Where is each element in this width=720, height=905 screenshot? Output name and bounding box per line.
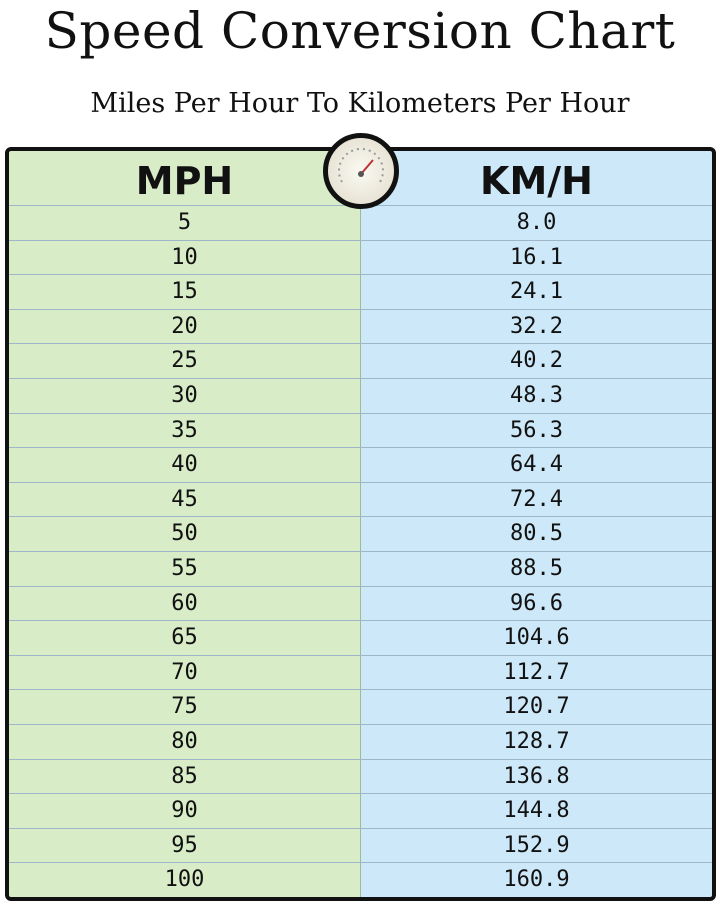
mph-cell: 15 — [171, 279, 198, 305]
mph-cell: 10 — [171, 244, 198, 270]
kmh-cell: 24.1 — [510, 279, 563, 305]
table-row: 65 104.6 — [9, 620, 712, 655]
table-row: 45 72.4 — [9, 481, 712, 517]
kmh-cell: 136.8 — [503, 763, 570, 789]
kmh-cell: 104.6 — [503, 625, 570, 651]
column-divider — [360, 151, 361, 897]
table-row: 75 120.7 — [9, 689, 712, 724]
mph-cell: 20 — [171, 313, 198, 339]
mph-cell: 100 — [164, 867, 205, 893]
subtitle: Miles Per Hour To Kilometers Per Hour — [90, 88, 630, 119]
table-row: 85 136.8 — [9, 758, 712, 794]
gauge-dial — [338, 147, 384, 183]
mph-cell: 70 — [171, 659, 198, 685]
column-header: KM/H — [480, 159, 593, 203]
mph-cell: 55 — [171, 556, 198, 581]
column-header: MPH — [135, 159, 234, 203]
table-row: 15 24.1 — [9, 274, 712, 309]
table-row: 25 40.2 — [9, 343, 712, 378]
mph-cell: 95 — [171, 832, 198, 858]
mph-cell: 30 — [171, 383, 198, 408]
kmh-cell: 144.8 — [503, 798, 570, 824]
table-row: 40 64.4 — [9, 447, 712, 482]
table-row: 5 8.0 — [9, 205, 712, 240]
kmh-cell: 88.5 — [510, 556, 563, 581]
kmh-cell: 8.0 — [516, 210, 557, 235]
mph-cell: 40 — [171, 452, 198, 478]
mph-cell: 45 — [171, 486, 198, 512]
title: Speed Conversion Chart — [44, 2, 676, 60]
kmh-cell: 40.2 — [510, 348, 563, 374]
mph-cell: 65 — [171, 625, 198, 651]
kmh-cell: 96.6 — [510, 590, 563, 616]
table-row: 90 144.8 — [9, 793, 712, 828]
table-row: 95 152.9 — [9, 827, 712, 863]
table-row: 70 112.7 — [9, 654, 712, 690]
kmh-cell: 128.7 — [503, 729, 570, 754]
table-row: 30 48.3 — [9, 378, 712, 413]
mph-cell: 90 — [171, 798, 198, 824]
table-row: 55 88.5 — [9, 551, 712, 586]
kmh-cell: 80.5 — [510, 521, 563, 547]
mph-cell: 80 — [171, 729, 198, 754]
kmh-cell: 48.3 — [510, 383, 563, 408]
table-row: 80 128.7 — [9, 724, 712, 759]
kmh-cell: 152.9 — [503, 832, 570, 858]
mph-cell: 50 — [171, 521, 198, 547]
mph-cell: 60 — [171, 590, 198, 616]
kmh-cell: 160.9 — [503, 867, 570, 893]
kmh-cell: 16.1 — [510, 244, 563, 270]
kmh-cell: 32.2 — [510, 313, 563, 339]
mph-cell: 75 — [171, 694, 198, 720]
table-row: 50 80.5 — [9, 516, 712, 551]
table-row: 100 160.9 — [9, 862, 712, 897]
table-row: 60 96.6 — [9, 585, 712, 621]
kmh-cell: 112.7 — [503, 659, 570, 685]
speedometer-icon — [323, 133, 399, 209]
kmh-cell: 120.7 — [503, 694, 570, 720]
table: MPH KM/H 5 8.0 10 16.1 15 24.1 20 32.2 25 40.2 30 4… — [5, 147, 716, 901]
table-row: 10 16.1 — [9, 239, 712, 275]
mph-cell: 5 — [177, 210, 192, 235]
kmh-cell: 56.3 — [510, 417, 563, 443]
mph-cell: 25 — [171, 348, 198, 374]
table-row: 20 32.2 — [9, 308, 712, 344]
mph-cell: 35 — [171, 417, 198, 443]
kmh-cell: 72.4 — [510, 486, 563, 512]
mph-cell: 85 — [171, 763, 198, 789]
kmh-cell: 64.4 — [510, 452, 563, 478]
table-row: 35 56.3 — [9, 412, 712, 448]
